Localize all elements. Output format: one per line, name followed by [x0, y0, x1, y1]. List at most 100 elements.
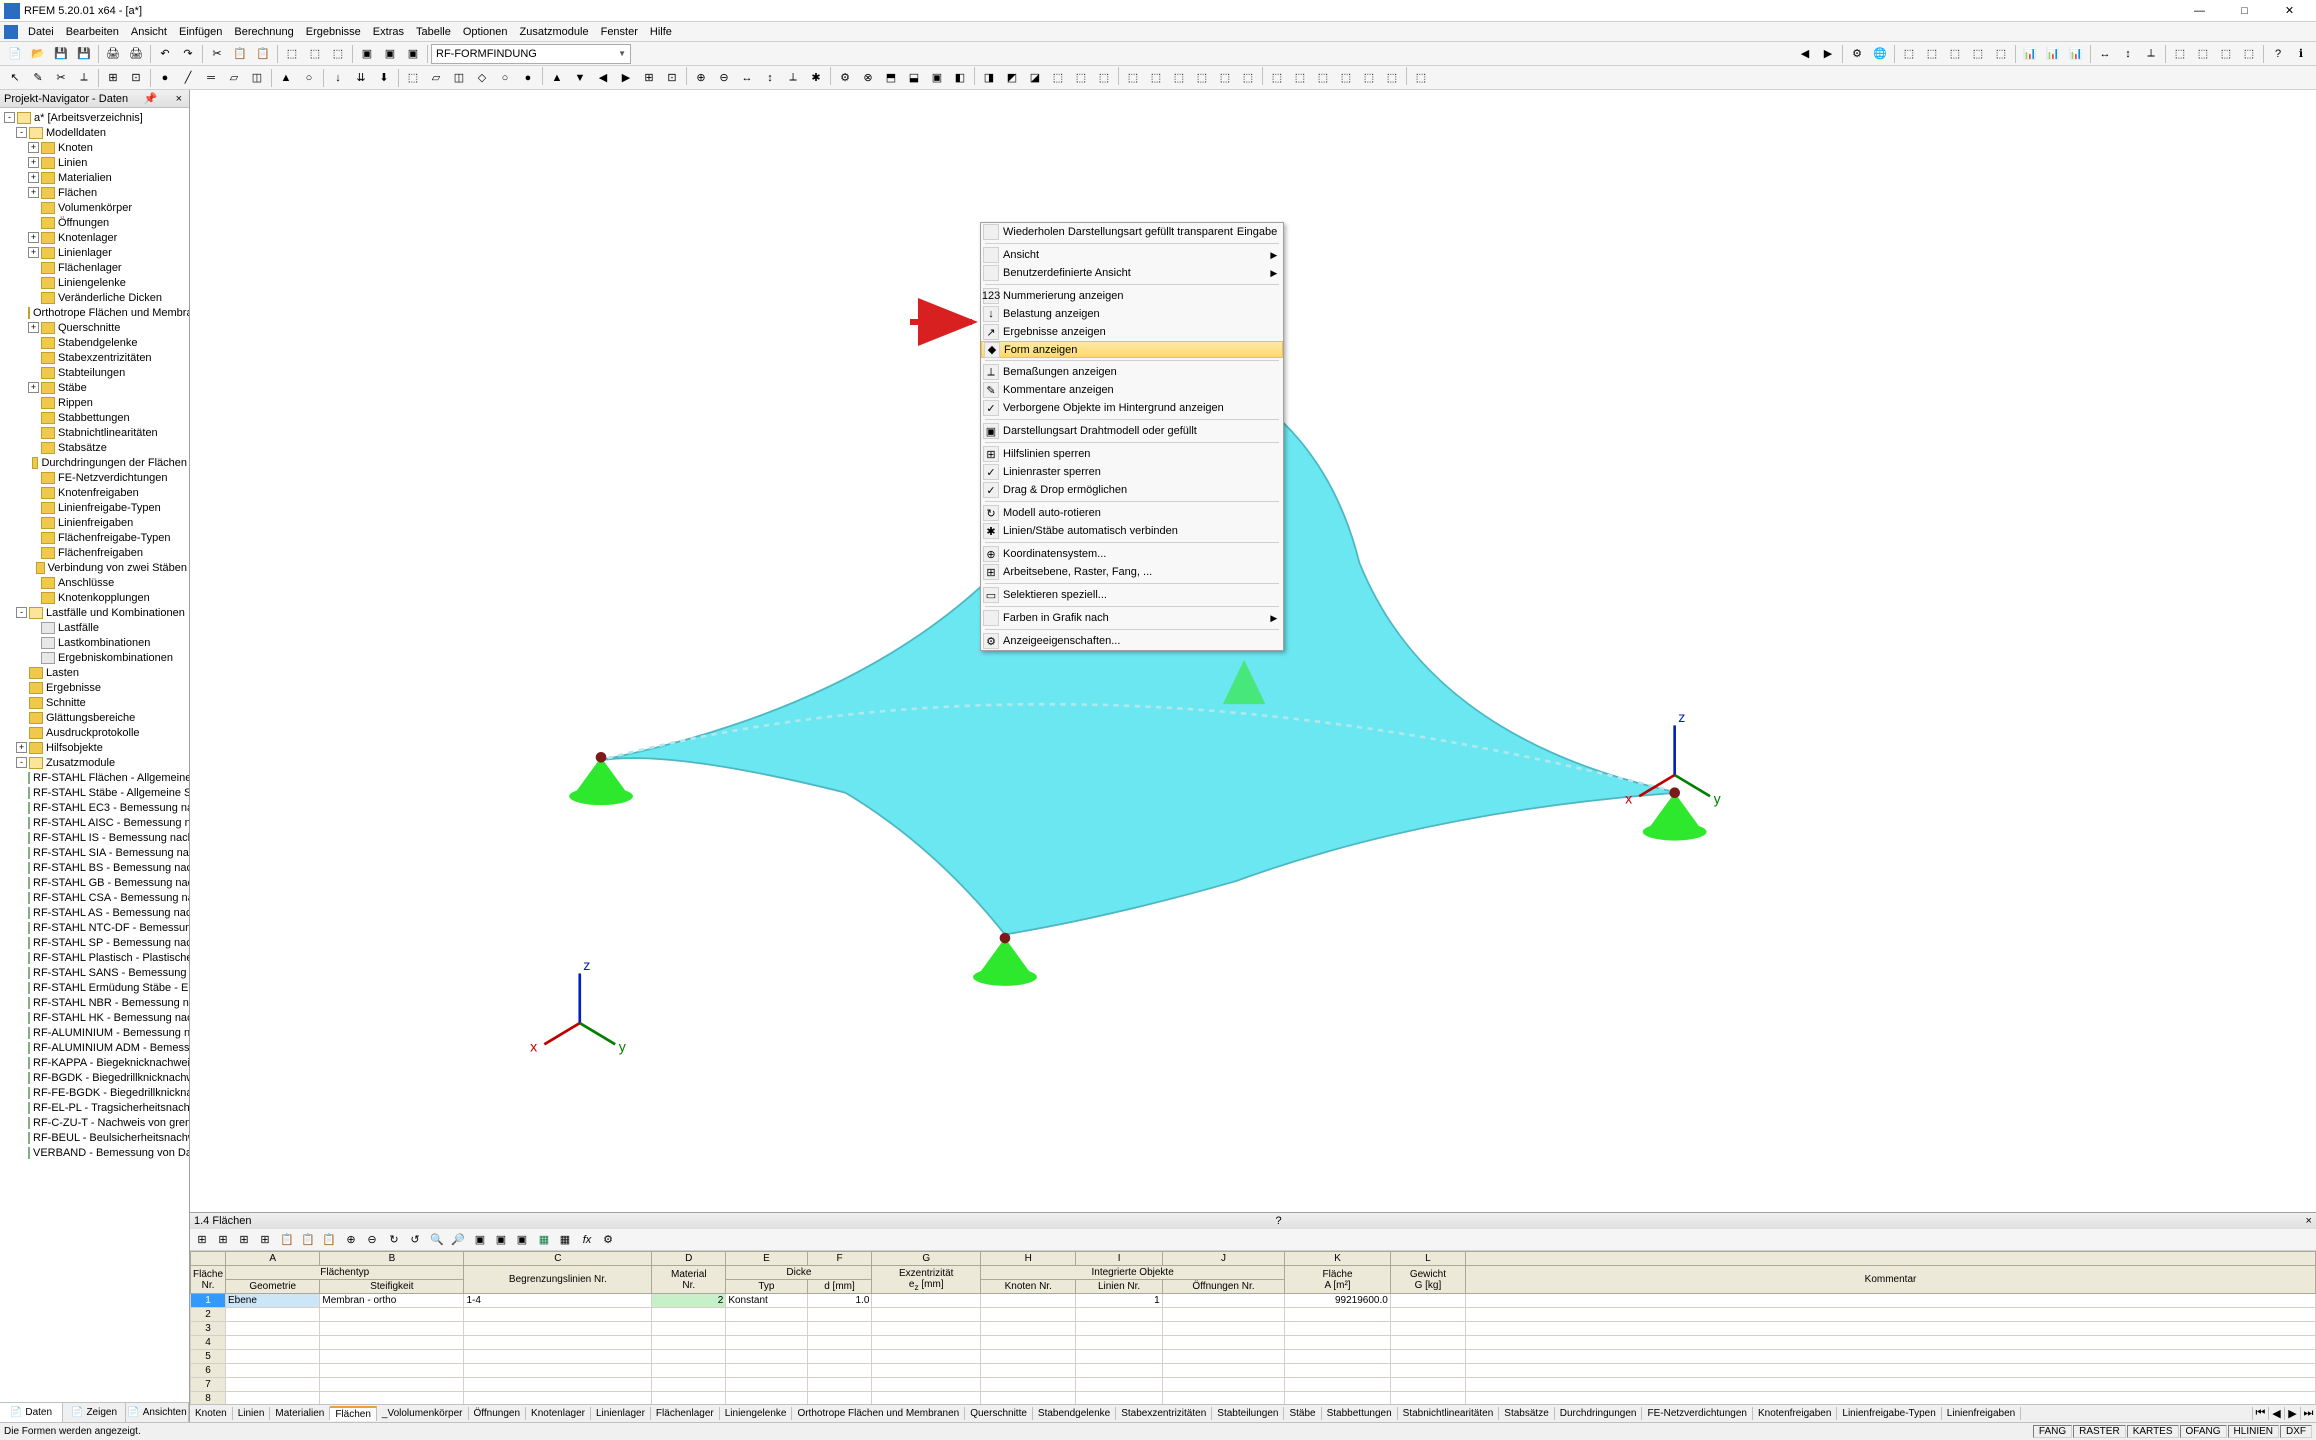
table-tab-8[interactable]: Flächenlager	[651, 1407, 720, 1420]
t2-extra-icon-11[interactable]: ⊡	[661, 67, 683, 89]
expand-toggle[interactable]: +	[28, 142, 39, 153]
info-icon[interactable]: ℹ	[2290, 43, 2312, 65]
tree-md-29[interactable]: Anschlüsse	[0, 575, 189, 590]
tt-icon-2[interactable]: ⊞	[213, 1230, 233, 1250]
expand-toggle[interactable]: +	[28, 172, 39, 183]
view-icon-2[interactable]: ⬚	[1921, 43, 1943, 65]
tree-root[interactable]: -a* [Arbeitsverzeichnis]	[0, 110, 189, 125]
table-tab-0[interactable]: Knoten	[190, 1407, 233, 1420]
module-dropdown[interactable]: RF-FORMFINDUNG ▼	[431, 44, 631, 64]
view-icon-1[interactable]: ⬚	[1898, 43, 1920, 65]
t2-extra-icon-23[interactable]: ◧	[949, 67, 971, 89]
menu-tabelle[interactable]: Tabelle	[410, 24, 457, 40]
paste-icon[interactable]: 📋	[252, 43, 274, 65]
status-kartes[interactable]: KARTES	[2127, 1425, 2179, 1438]
tree-zusatz[interactable]: -Zusatzmodule	[0, 755, 189, 770]
tree-outer-1[interactable]: Ergebnisse	[0, 680, 189, 695]
ctx-bema-ungen-anzeigen[interactable]: ⟂Bemaßungen anzeigen	[981, 363, 1283, 381]
t2-extra-icon-39[interactable]: ⬚	[1335, 67, 1357, 89]
undo-icon[interactable]: ↶	[154, 43, 176, 65]
expand-toggle[interactable]: -	[16, 607, 27, 618]
tree-zusatz-20[interactable]: RF-BGDK - Biegedrillknicknachweis	[0, 1070, 189, 1085]
globe-icon[interactable]: 🌐	[1869, 43, 1891, 65]
t2-extra-icon-33[interactable]: ⬚	[1191, 67, 1213, 89]
window-icon-1[interactable]: ▣	[356, 43, 378, 65]
tree-zusatz-17[interactable]: RF-ALUMINIUM - Bemessung nach Euro	[0, 1025, 189, 1040]
status-raster[interactable]: RASTER	[2073, 1425, 2126, 1438]
table-tab-15[interactable]: Stäbe	[1284, 1407, 1321, 1420]
table-tab-2[interactable]: Materialien	[270, 1407, 330, 1420]
table-tab-1[interactable]: Linien	[233, 1407, 271, 1420]
t2-extra-icon-15[interactable]: ↕	[759, 67, 781, 89]
copy-icon[interactable]: 📋	[229, 43, 251, 65]
t2-support-icon[interactable]: ▲	[275, 67, 297, 89]
t2-extra-icon-25[interactable]: ◩	[1001, 67, 1023, 89]
expand-toggle[interactable]: +	[28, 187, 39, 198]
tree-md-1[interactable]: +Linien	[0, 155, 189, 170]
tree-modelldaten[interactable]: -Modelldaten	[0, 125, 189, 140]
context-menu[interactable]: Wiederholen Darstellungsart gefüllt tran…	[980, 222, 1284, 651]
t2-extra-icon-31[interactable]: ⬚	[1145, 67, 1167, 89]
t2-load-icon-1[interactable]: ↓	[327, 67, 349, 89]
menu-berechnung[interactable]: Berechnung	[228, 24, 299, 40]
t2-extra-icon-22[interactable]: ▣	[926, 67, 948, 89]
t2-extra-icon-36[interactable]: ⬚	[1266, 67, 1288, 89]
t2-extra-icon-21[interactable]: ⬓	[903, 67, 925, 89]
table-tab-5[interactable]: Öffnungen	[469, 1407, 527, 1420]
table-tab-12[interactable]: Stabendgelenke	[1033, 1407, 1116, 1420]
t2-line-icon[interactable]: ╱	[177, 67, 199, 89]
t2-icon-2[interactable]: ✎	[27, 67, 49, 89]
expand-toggle[interactable]: +	[28, 157, 39, 168]
status-ofang[interactable]: OFANG	[2180, 1425, 2227, 1438]
tree-md-23[interactable]: Knotenfreigaben	[0, 485, 189, 500]
t2-extra-icon-8[interactable]: ◀	[592, 67, 614, 89]
tree-md-30[interactable]: Knotenkopplungen	[0, 590, 189, 605]
tab-nav-icon[interactable]: ⏮	[2252, 1407, 2268, 1420]
t2-extra-icon-18[interactable]: ⚙	[834, 67, 856, 89]
tool-icon-3[interactable]: ⬚	[327, 43, 349, 65]
t2-icon-5[interactable]: ⊞	[102, 67, 124, 89]
tt-icon-5[interactable]: 📋	[277, 1230, 297, 1250]
table-tab-4[interactable]: _Vololumenkörper	[377, 1407, 469, 1420]
tree-md-5[interactable]: Öffnungen	[0, 215, 189, 230]
tree-outer-5[interactable]: +Hilfsobjekte	[0, 740, 189, 755]
t2-extra-icon-9[interactable]: ▶	[615, 67, 637, 89]
t2-load-icon-2[interactable]: ⇊	[350, 67, 372, 89]
t2-icon-1[interactable]: ↖	[4, 67, 26, 89]
navigator-tree[interactable]: -a* [Arbeitsverzeichnis]-Modelldaten + Kno…	[0, 108, 189, 1402]
close-panel-icon[interactable]: ×	[173, 93, 185, 105]
maximize-button[interactable]: □	[2222, 0, 2267, 22]
dim-icon-2[interactable]: ↕	[2117, 43, 2139, 65]
t2-solid-icon[interactable]: ◫	[246, 67, 268, 89]
print-preview-icon[interactable]: 🖨	[125, 43, 147, 65]
tree-zusatz-12[interactable]: RF-STAHL Plastisch - Plastische Bemess	[0, 950, 189, 965]
tt-icon-6[interactable]: 📋	[298, 1230, 318, 1250]
tt-icon-11[interactable]: ↺	[405, 1230, 425, 1250]
tree-zusatz-6[interactable]: RF-STAHL BS - Bemessung nach BS	[0, 860, 189, 875]
tree-md-27[interactable]: Flächenfreigaben	[0, 545, 189, 560]
status-fang[interactable]: FANG	[2033, 1425, 2072, 1438]
tree-outer-2[interactable]: Schnitte	[0, 695, 189, 710]
tree-md-13[interactable]: Stabendgelenke	[0, 335, 189, 350]
tree-md-22[interactable]: FE-Netzverdichtungen	[0, 470, 189, 485]
t2-extra-icon-29[interactable]: ⬚	[1093, 67, 1115, 89]
tree-md-28[interactable]: Verbindung von zwei Stäben	[0, 560, 189, 575]
close-button[interactable]: ✕	[2267, 0, 2312, 22]
table-tab-10[interactable]: Orthotrope Flächen und Membranen	[792, 1407, 965, 1420]
table-tab-20[interactable]: FE-Netzverdichtungen	[1642, 1407, 1753, 1420]
t2-extra-icon-20[interactable]: ⬒	[880, 67, 902, 89]
expand-toggle[interactable]: -	[16, 127, 27, 138]
table-tab-9[interactable]: Liniengelenke	[720, 1407, 793, 1420]
table-tab-23[interactable]: Linienfreigaben	[1942, 1407, 2021, 1420]
dim-icon-1[interactable]: ↔	[2094, 43, 2116, 65]
tree-md-10[interactable]: Veränderliche Dicken	[0, 290, 189, 305]
t2-extra-icon-41[interactable]: ⬚	[1381, 67, 1403, 89]
misc-icon-1[interactable]: ⬚	[2169, 43, 2191, 65]
t2-extra-icon-28[interactable]: ⬚	[1070, 67, 1092, 89]
tt-icon-8[interactable]: ⊕	[341, 1230, 361, 1250]
tree-zusatz-23[interactable]: RF-C-ZU-T - Nachweis von grenz (c/t)	[0, 1115, 189, 1130]
tt-icon-1[interactable]: ⊞	[192, 1230, 212, 1250]
tree-zusatz-10[interactable]: RF-STAHL NTC-DF - Bemessung nach N	[0, 920, 189, 935]
ctx-verborgene-objekte-im-hintergr[interactable]: ✓Verborgene Objekte im Hintergrund anzei…	[981, 399, 1283, 417]
t2-extra-icon-40[interactable]: ⬚	[1358, 67, 1380, 89]
